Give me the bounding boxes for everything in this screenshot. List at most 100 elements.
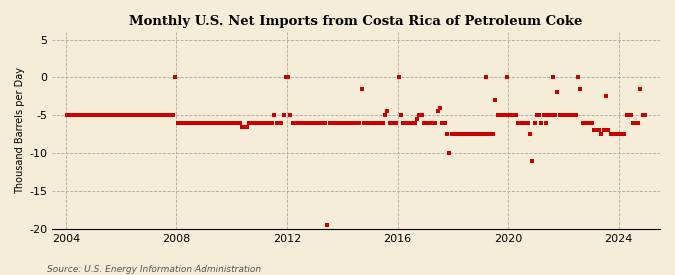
Point (423, 120, 434, 125)
Point (421, 120, 431, 125)
Point (368, 120, 379, 125)
Point (241, 124, 252, 129)
Point (61, 113, 72, 117)
Point (578, 120, 589, 125)
Point (82, 113, 93, 117)
Point (329, 120, 340, 125)
Point (430, 120, 441, 125)
Point (587, 120, 597, 125)
Point (230, 120, 240, 125)
Point (433, 109, 443, 114)
Point (624, 113, 634, 117)
Point (105, 113, 116, 117)
Point (555, 113, 566, 117)
Point (640, 113, 651, 117)
Point (504, 113, 514, 117)
Point (317, 120, 328, 125)
Point (580, 120, 591, 125)
Point (232, 120, 243, 125)
Point (439, 120, 450, 125)
Point (605, 132, 616, 136)
Point (418, 120, 429, 125)
Point (225, 120, 236, 125)
Point (619, 132, 630, 136)
Point (250, 120, 261, 125)
Point (69, 113, 80, 117)
Point (223, 120, 234, 125)
Point (299, 120, 310, 125)
Point (154, 113, 165, 117)
Point (531, 113, 542, 117)
Point (446, 132, 457, 136)
Point (149, 113, 160, 117)
Point (552, 90, 563, 95)
Point (101, 113, 111, 117)
Point (179, 120, 190, 125)
Point (138, 113, 148, 117)
Point (460, 132, 471, 136)
Point (310, 120, 321, 125)
Point (267, 120, 277, 125)
Point (345, 120, 356, 125)
Point (292, 120, 302, 125)
Point (585, 120, 595, 125)
Point (136, 113, 146, 117)
Point (566, 113, 576, 117)
Point (373, 120, 383, 125)
Point (195, 120, 206, 125)
Point (260, 120, 271, 125)
Point (306, 120, 317, 125)
Point (186, 120, 197, 125)
Point (333, 120, 344, 125)
Point (239, 124, 250, 129)
Point (626, 113, 637, 117)
Point (490, 98, 501, 102)
Point (474, 132, 485, 136)
Point (142, 113, 153, 117)
Point (394, 75, 404, 79)
Point (269, 113, 279, 117)
Point (407, 120, 418, 125)
Point (610, 132, 620, 136)
Point (529, 120, 540, 125)
Point (371, 120, 381, 125)
Point (444, 151, 455, 155)
Point (570, 113, 581, 117)
Point (352, 120, 362, 125)
Point (294, 120, 305, 125)
Point (632, 120, 643, 125)
Point (356, 86, 367, 91)
Point (117, 113, 128, 117)
Point (159, 113, 169, 117)
Point (533, 113, 544, 117)
Point (99, 113, 109, 117)
Point (315, 120, 326, 125)
Point (614, 132, 625, 136)
Point (209, 120, 220, 125)
Point (71, 113, 82, 117)
Point (122, 113, 132, 117)
Text: Source: U.S. Energy Information Administration: Source: U.S. Energy Information Administ… (47, 265, 261, 274)
Point (557, 113, 568, 117)
Point (163, 113, 174, 117)
Point (170, 75, 181, 79)
Point (366, 120, 377, 125)
Point (479, 132, 489, 136)
Point (637, 113, 648, 117)
Point (331, 120, 342, 125)
Point (108, 113, 119, 117)
Point (213, 120, 224, 125)
Point (500, 113, 510, 117)
Point (621, 113, 632, 117)
Point (456, 132, 466, 136)
Point (146, 113, 157, 117)
Point (495, 113, 506, 117)
Point (358, 120, 369, 125)
Point (414, 113, 425, 117)
Point (416, 113, 427, 117)
Point (603, 128, 614, 133)
Point (257, 120, 268, 125)
Point (379, 113, 390, 117)
Point (246, 120, 256, 125)
Point (326, 120, 337, 125)
